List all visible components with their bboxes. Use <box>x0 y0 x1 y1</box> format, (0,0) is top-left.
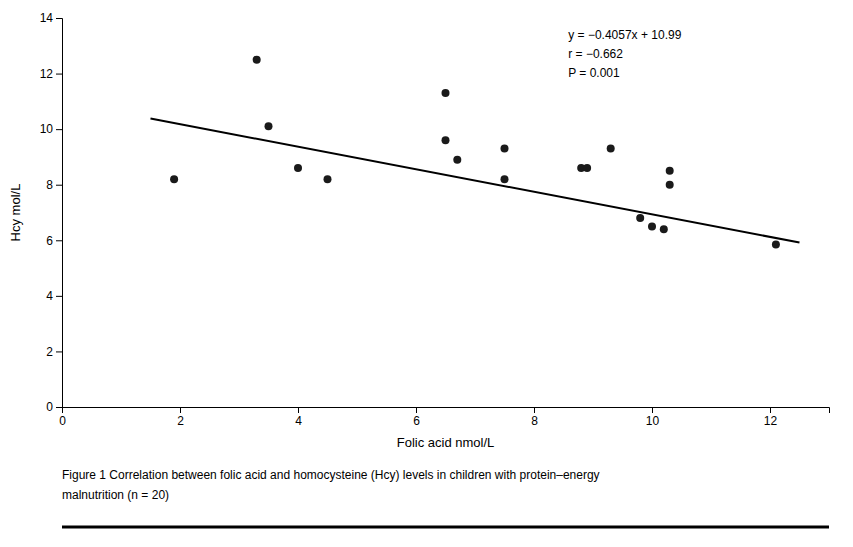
tick: 14 <box>40 11 62 25</box>
point <box>636 214 644 222</box>
tick-mark <box>56 74 62 75</box>
tick-mark <box>56 407 62 408</box>
tick-label: 0 <box>59 414 66 428</box>
plot-area: 0 2 4 6 8 10 12 0 2 4 6 8 10 12 14 Folic acid nmol/L Hcy… <box>8 11 830 450</box>
rule <box>62 526 829 529</box>
point <box>170 175 178 183</box>
point <box>666 167 674 175</box>
tick-mark <box>56 296 62 297</box>
point <box>660 225 668 233</box>
tick-mark <box>416 407 417 413</box>
tick-label: 6 <box>413 414 420 428</box>
tick-label: 12 <box>764 414 778 428</box>
tick-label: 12 <box>40 67 54 81</box>
tick-mark <box>56 129 62 130</box>
tick: 4 <box>46 289 62 303</box>
tick-mark <box>56 351 62 352</box>
tick-label: 4 <box>295 414 302 428</box>
tick-mark <box>56 18 62 19</box>
tick-label: 0 <box>46 400 53 414</box>
marks <box>151 56 800 249</box>
annotation-line: r = −0.662 <box>568 47 623 61</box>
tick-mark <box>298 407 299 413</box>
y-axis: 0 2 4 6 8 10 12 14 <box>40 11 63 414</box>
regression-line <box>151 119 800 243</box>
tick: 8 <box>46 178 62 192</box>
point <box>666 181 674 189</box>
annotation: y = −0.4057x + 10.99 r = −0.662 P = 0.001 <box>568 28 681 80</box>
point <box>501 145 509 153</box>
point <box>607 145 615 153</box>
point <box>442 89 450 97</box>
point <box>324 175 332 183</box>
tick-mark <box>652 407 653 413</box>
y-axis-title: Hcy mol/L <box>8 184 23 242</box>
tick-label: 6 <box>46 234 53 248</box>
tick: 0 <box>59 407 66 428</box>
point <box>583 164 591 172</box>
annotation-line: P = 0.001 <box>568 66 620 80</box>
point <box>648 222 656 230</box>
point <box>501 175 509 183</box>
point <box>294 164 302 172</box>
point <box>772 240 780 248</box>
tick: 10 <box>40 122 62 136</box>
tick: 4 <box>295 407 302 428</box>
tick-label: 2 <box>177 414 184 428</box>
chart: 0 2 4 6 8 10 12 0 2 4 6 8 10 12 14 Folic acid nmol/L Hcy… <box>0 0 853 547</box>
annotation-line: y = −0.4057x + 10.99 <box>568 28 681 42</box>
axis-line <box>56 19 63 408</box>
tick: 0 <box>46 400 62 414</box>
axis-line <box>63 408 830 414</box>
tick: 2 <box>177 407 184 428</box>
tick-mark <box>56 240 62 241</box>
tick: 8 <box>531 407 538 428</box>
tick: 12 <box>40 67 62 81</box>
point <box>453 156 461 164</box>
tick-mark <box>56 185 62 186</box>
x-axis-title: Folic acid nmol/L <box>397 435 495 450</box>
point <box>253 56 261 64</box>
x-axis: 0 2 4 6 8 10 12 <box>59 407 829 428</box>
tick-label: 8 <box>46 178 53 192</box>
tick-mark <box>534 407 535 413</box>
caption: Figure 1 Correlation between folic acid … <box>62 468 600 482</box>
tick: 6 <box>46 234 62 248</box>
tick-label: 10 <box>40 122 54 136</box>
tick-mark <box>770 407 771 413</box>
point <box>442 136 450 144</box>
caption: malnutrition (n = 20) <box>62 488 169 502</box>
tick-label: 8 <box>531 414 538 428</box>
tick-label: 14 <box>40 11 54 25</box>
tick: 10 <box>646 407 660 428</box>
tick: 6 <box>413 407 420 428</box>
point <box>265 122 273 130</box>
tick-mark <box>180 407 181 413</box>
tick-label: 10 <box>646 414 660 428</box>
tick-label: 2 <box>46 345 53 359</box>
tick: 2 <box>46 345 62 359</box>
tick: 12 <box>764 407 778 428</box>
tick-label: 4 <box>46 289 53 303</box>
